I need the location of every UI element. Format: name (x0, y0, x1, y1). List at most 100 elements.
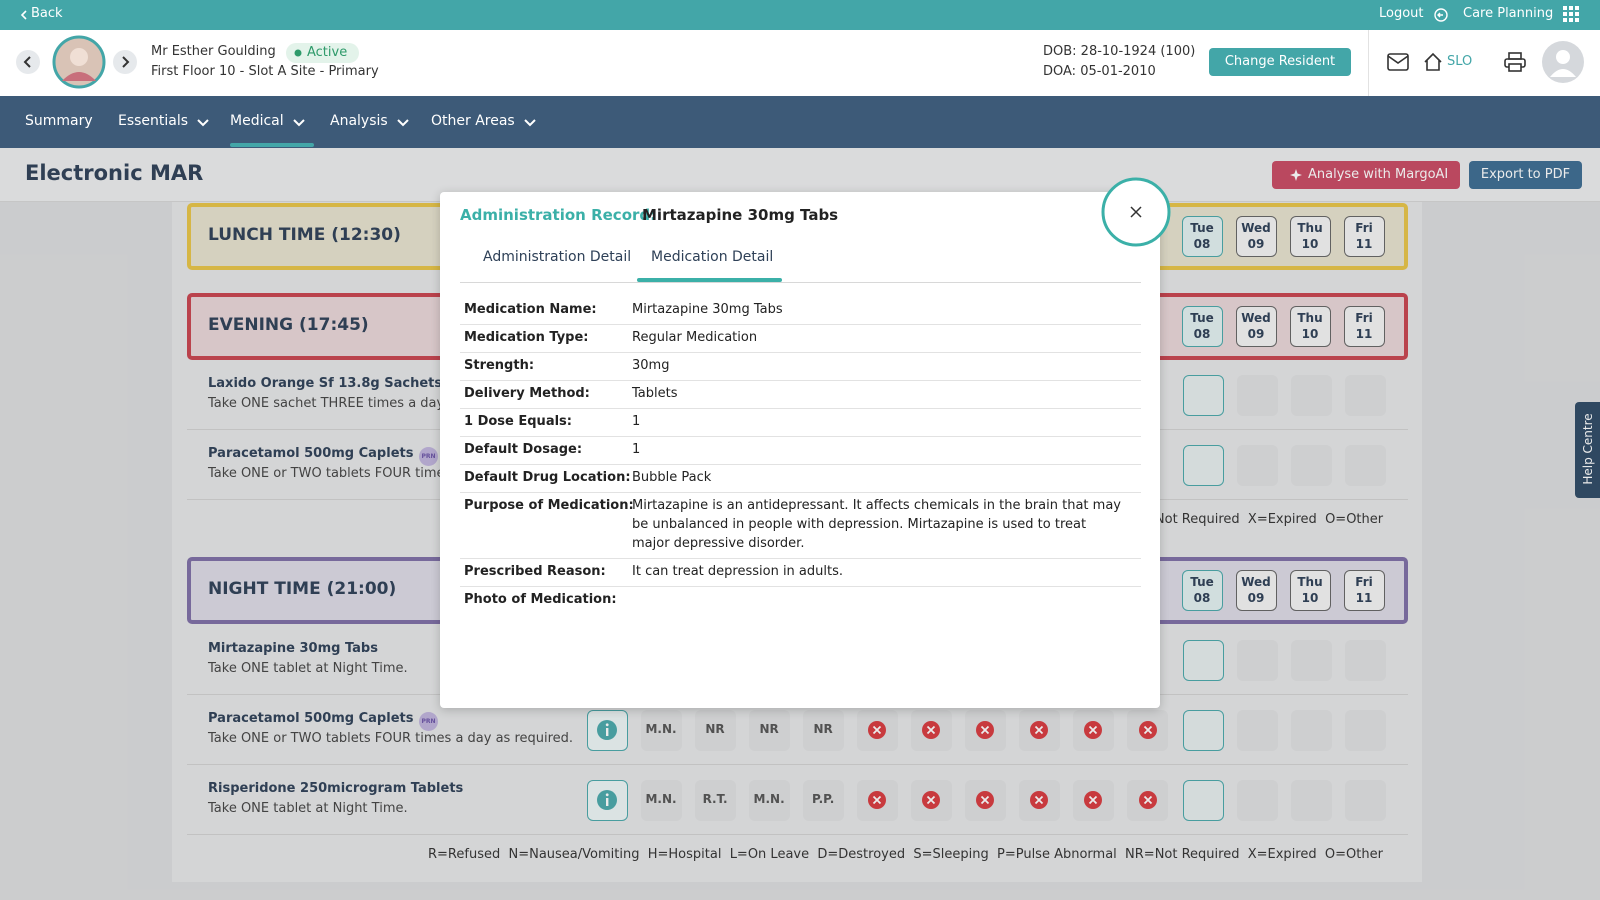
admin-cell[interactable]: P.P. (802, 780, 844, 821)
day-cell: Tue 08 (1182, 306, 1223, 347)
med-name: Paracetamol 500mg Caplets (208, 446, 414, 461)
home-icon[interactable] (1423, 52, 1443, 72)
user-avatar[interactable] (1542, 41, 1584, 83)
section-title: EVENING (17:45) (208, 315, 369, 335)
admin-code: R.T. (702, 792, 728, 806)
status-dot (294, 49, 302, 57)
nav-item[interactable]: Essentials (118, 113, 189, 129)
care-planning-link[interactable]: Care Planning (1463, 6, 1554, 21)
day-cell: Fri 11 (1344, 306, 1385, 347)
admin-cell[interactable] (1182, 710, 1224, 751)
admin-cell[interactable]: R.T. (694, 780, 736, 821)
admin-cell[interactable]: NR (694, 710, 736, 751)
modal-close[interactable] (1101, 177, 1171, 247)
day-name: Tue (1190, 575, 1214, 589)
admin-code: NR (813, 722, 833, 736)
admin-cell[interactable]: M.N. (640, 780, 682, 821)
day-date: 09 (1247, 237, 1265, 251)
day-date: 10 (1301, 327, 1319, 341)
logout-link[interactable]: Logout (1379, 6, 1424, 21)
export-button[interactable]: Export to PDF (1469, 161, 1582, 189)
admin-cell[interactable]: M.N. (640, 710, 682, 751)
detail-value: 1 (632, 414, 641, 429)
day-date: 08 (1193, 591, 1211, 605)
admin-code: M.N. (645, 722, 677, 736)
resident-location: First Floor 10 - Slot A Site - Primary (151, 64, 379, 79)
med-instruction: Take ONE or TWO tablets FOUR times c (208, 466, 463, 481)
analyse-button-label[interactable]: Analyse with MargoAI (1308, 167, 1449, 182)
admin-cell[interactable] (1236, 375, 1278, 416)
day-cell: Fri 11 (1344, 216, 1385, 257)
admin-cell[interactable] (1236, 780, 1278, 821)
admin-cell[interactable]: NR (748, 710, 790, 751)
nav-item[interactable]: Other Areas (431, 113, 515, 129)
tab-active-underline (637, 278, 782, 282)
detail-value: Bubble Pack (632, 470, 712, 485)
detail-value: Mirtazapine 30mg Tabs (632, 302, 783, 317)
back-icon (20, 10, 27, 20)
missed-icon (868, 721, 887, 739)
nav-chevron (397, 119, 409, 127)
day-name: Fri (1355, 311, 1373, 325)
admin-cell[interactable] (1290, 780, 1332, 821)
admin-cell[interactable] (1236, 710, 1278, 751)
admin-cell[interactable] (1182, 640, 1224, 681)
row-divider (187, 764, 1408, 765)
print-icon[interactable] (1504, 52, 1526, 72)
row-divider (187, 834, 1408, 835)
nav-item[interactable]: Summary (25, 113, 93, 129)
day-name: Wed (1241, 575, 1271, 589)
modal-title-med: Mirtazapine 30mg Tabs (642, 206, 839, 224)
missed-icon (922, 791, 941, 809)
detail-row: Medication Name: Mirtazapine 30mg Tabs (460, 297, 1141, 325)
admin-cell[interactable] (1344, 710, 1386, 751)
day-date: 11 (1355, 591, 1373, 605)
change-resident-button[interactable]: Change Resident (1209, 48, 1351, 76)
admin-code: NR (759, 722, 779, 736)
admin-cell[interactable]: M.N. (748, 780, 790, 821)
admin-cell[interactable] (1290, 375, 1332, 416)
admin-cell[interactable] (1182, 445, 1224, 486)
back-link[interactable]: Back (31, 6, 63, 21)
admin-cell[interactable]: NR (802, 710, 844, 751)
tab-divider (460, 282, 1141, 283)
admin-cell[interactable] (1344, 445, 1386, 486)
detail-label: Prescribed Reason: (464, 564, 606, 579)
mail-icon[interactable] (1387, 53, 1409, 71)
admin-cell[interactable] (1182, 375, 1224, 416)
admin-cell[interactable] (1290, 445, 1332, 486)
status-legend: =Not Required X=Expired O=Other (1144, 512, 1384, 527)
med-instruction: Take ONE tablet at Night Time. (208, 801, 408, 816)
tab-administration[interactable]: Administration Detail (483, 249, 632, 265)
apps-icon[interactable] (1563, 6, 1581, 24)
next-resident[interactable] (111, 48, 139, 76)
nav-active-underline (230, 143, 314, 147)
admin-cell[interactable] (1344, 375, 1386, 416)
help-centre-tab[interactable] (1575, 402, 1600, 498)
detail-label: Default Drug Location: (464, 470, 631, 485)
admin-cell[interactable] (1344, 780, 1386, 821)
day-name: Thu (1297, 221, 1323, 235)
admin-cell[interactable] (1290, 640, 1332, 681)
home-site[interactable]: SLO (1447, 54, 1473, 69)
admin-cell[interactable] (1236, 640, 1278, 681)
admin-cell[interactable] (1236, 445, 1278, 486)
analyse-button[interactable] (1272, 161, 1460, 189)
nav-bar (0, 96, 1600, 148)
admin-cell[interactable] (1290, 710, 1332, 751)
missed-icon (976, 721, 995, 739)
nav-item[interactable]: Analysis (330, 113, 388, 129)
day-name: Thu (1297, 575, 1323, 589)
prev-resident[interactable] (14, 48, 42, 76)
nav-item[interactable]: Medical (230, 113, 284, 129)
status-badge (286, 43, 359, 63)
day-date: 11 (1355, 327, 1373, 341)
admin-cell[interactable] (1344, 640, 1386, 681)
day-cell: Thu 10 (1290, 570, 1331, 611)
tab-medication[interactable]: Medication Detail (651, 249, 774, 265)
admin-cell[interactable] (1182, 780, 1224, 821)
missed-icon (1084, 721, 1103, 739)
page-title: Electronic MAR (25, 161, 204, 185)
status-legend: R=Refused N=Nausea/Vomiting H=Hospital L… (428, 847, 1383, 862)
